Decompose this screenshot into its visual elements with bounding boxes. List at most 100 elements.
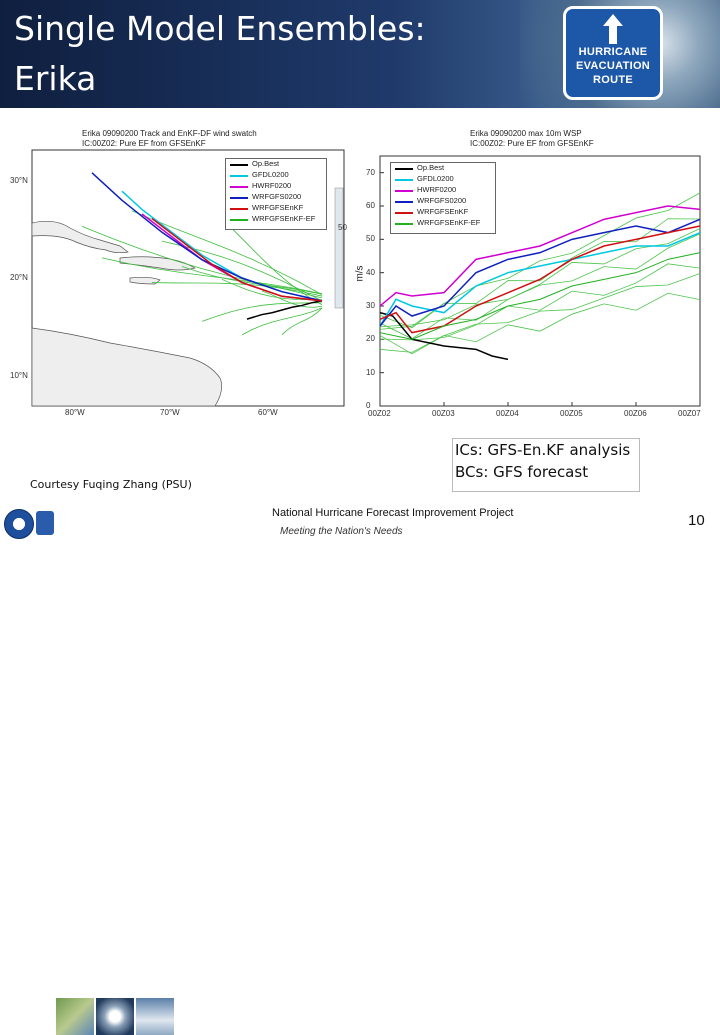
legend-swatch [395,223,413,225]
ensemble-track [81,226,323,299]
x-tick-label: 00Z02 [368,409,391,418]
legend-item: WRFGFSEnKF-EF [391,218,495,229]
sign-line-2: EVACUATION [575,60,651,72]
legend-swatch [395,190,413,192]
y-tick-label: 50 [366,234,375,244]
legend-item: Op.Best [391,163,495,174]
legend-label: WRFGFSEnKF [417,207,469,216]
y-tick-label: 40 [366,267,375,277]
legend-swatch [395,179,413,181]
sign-line-1: HURRICANE [578,46,648,58]
legend-swatch [230,175,248,177]
x-tick-label: 00Z05 [560,409,583,418]
ensemble-member-line [379,228,701,328]
arrow-up-icon [603,14,623,44]
courtesy-credit: Courtesy Fuqing Zhang (PSU) [30,478,192,491]
track-map-panel: Erika 09090200 Track and EnKF-DF wind sw… [10,128,350,418]
cloud-thumbnail [136,998,174,1035]
y-tick-label: 0 [366,401,371,410]
legend-swatch [230,186,248,188]
ensemble-track [131,210,323,296]
series-line-wrfgfsenkf-ef [379,252,701,340]
x-tick-label: 00Z04 [496,409,519,418]
slide-subtitle: Erika [14,59,97,98]
y-tick-label: 70 [366,167,375,177]
series-line-hwrf0200 [379,205,701,307]
lat-label-10: 10°N [10,371,28,380]
y-tick-label: 60 [366,201,375,210]
legend-swatch [395,201,413,203]
legend-item: HWRF0200 [391,185,495,196]
wind-chart-title: Erika 09090200 max 10m WSP [470,129,582,138]
legend-item: GFDL0200 [226,170,326,181]
legend-item: WRFGFSEnKF-EF [226,214,326,225]
wind-legend: Op.Best GFDL0200 HWRF0200 WRFGFS0200 WRF… [390,162,496,234]
legend-item: Op.Best [226,159,326,170]
series-line-wrfgfs0200 [379,218,701,327]
map-thumbnail [56,998,94,1035]
ensemble-track [101,257,323,295]
legend-label: Op.Best [417,163,445,172]
noaa-logo [4,509,34,539]
weather-logo [36,511,54,535]
track-map-title: Erika 09090200 Track and EnKF-DF wind sw… [82,129,257,138]
track-line-wrfgfs0200 [91,172,323,302]
ensemble-member-line [379,273,701,355]
ensemble-member-line [379,263,701,341]
series-line-gfdl0200 [379,231,701,327]
series-line-op-best [379,311,509,361]
legend-item: WRFGFSEnKF [391,207,495,218]
ensemble-member-line [379,233,701,340]
legend-label: WRFGFSEnKF [252,203,304,212]
legend-label: GFDL0200 [252,170,289,179]
lon-label-80: 80°W [65,408,85,417]
legend-label: HWRF0200 [417,185,457,194]
legend-label: WRFGFSEnKF-EF [252,214,316,223]
x-tick-label: 00Z03 [432,409,455,418]
ensemble-member-line [379,192,701,329]
legend-label: HWRF0200 [252,181,292,190]
lat-label-20: 20°N [10,273,28,282]
x-tick-label: 00Z07 [678,409,701,418]
legend-swatch [230,164,248,166]
ensemble-member-line [379,292,701,353]
legend-label: GFDL0200 [417,174,454,183]
ensemble-track [281,307,323,335]
lon-label-70: 70°W [160,408,180,417]
experiment-setup-box: ICs: GFS-En.KF analysis BCs: GFS forecas… [452,438,640,492]
ensemble-track [151,282,323,297]
evacuation-route-sign: HURRICANE EVACUATION ROUTE [563,6,663,100]
wind-speed-panel: Erika 09090200 max 10m WSP IC:00Z02: Pur… [350,128,710,418]
ensemble-track [201,302,323,322]
legend-swatch [395,168,413,170]
track-line-op-best [246,300,323,320]
legend-swatch [230,208,248,210]
legend-item: WRFGFS0200 [226,192,326,203]
x-tick-label: 00Z06 [624,409,647,418]
slide-title: Single Model Ensembles: [14,9,426,48]
colorbar-label: 50 [338,223,347,232]
legend-swatch [395,212,413,214]
ensemble-track [241,307,323,336]
track-map-subtitle: IC:00Z02: Pure EF from GFSEnKF [82,139,206,148]
program-name: National Hurricane Forecast Improvement … [272,507,514,519]
page-number: 10 [688,512,705,529]
legend-label: WRFGFS0200 [252,192,302,201]
y-tick-label: 20 [366,334,375,344]
bcs-text: BCs: GFS forecast [455,463,589,481]
legend-item: WRFGFS0200 [391,196,495,207]
wind-chart-subtitle: IC:00Z02: Pure EF from GFSEnKF [470,139,594,148]
y-tick-label: 10 [366,367,375,377]
ensemble-track [231,228,323,306]
legend-item: GFDL0200 [391,174,495,185]
legend-label: WRFGFS0200 [417,196,467,205]
legend-label: Op.Best [252,159,280,168]
track-line-wrfgfsenkf [151,217,323,302]
y-tick-label: 30 [366,301,375,310]
legend-swatch [230,197,248,199]
legend-swatch [230,219,248,221]
legend-item: HWRF0200 [226,181,326,192]
legend-label: WRFGFSEnKF-EF [417,218,481,227]
lat-label-30: 30°N [10,176,28,185]
series-line-wrfgfsenkf [379,225,701,334]
